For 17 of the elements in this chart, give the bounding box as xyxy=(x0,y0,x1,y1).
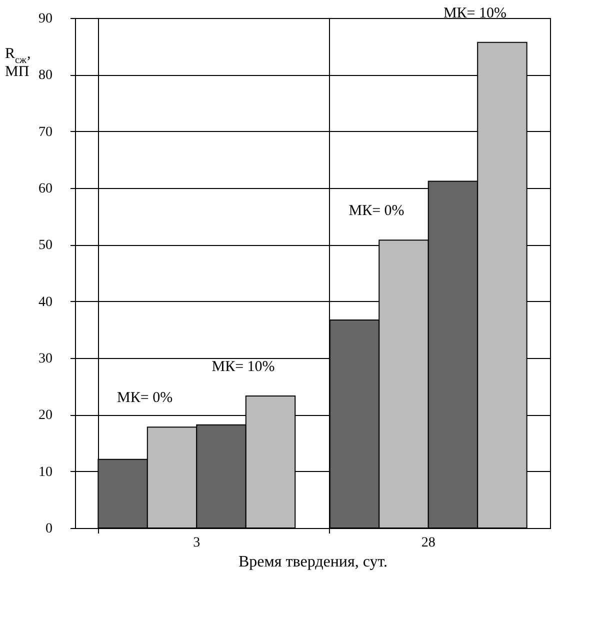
y-tick-label: 0 xyxy=(46,522,52,536)
annotation: МК= 10% xyxy=(212,358,275,375)
y-tick-label: 50 xyxy=(38,238,52,254)
annotation: МК= 10% xyxy=(443,5,506,22)
y-tick-label: 10 xyxy=(38,464,52,480)
y-tick-label: 30 xyxy=(38,352,52,366)
x-axis-title: Время твердения, сут. xyxy=(238,554,388,570)
x-tick-label: 28 xyxy=(421,536,436,550)
annotation: МК= 0% xyxy=(117,390,173,406)
y-tick-label: 20 xyxy=(38,408,52,424)
y-tick-label: 80 xyxy=(38,68,52,84)
annotation: МК= 0% xyxy=(348,203,404,220)
y-tick-label: 40 xyxy=(38,294,52,310)
y-tick-label: 70 xyxy=(38,124,52,140)
y-tick-label: 60 xyxy=(38,182,52,196)
y-tick-label: 90 xyxy=(38,12,52,26)
x-tick-label: 3 xyxy=(193,536,200,550)
